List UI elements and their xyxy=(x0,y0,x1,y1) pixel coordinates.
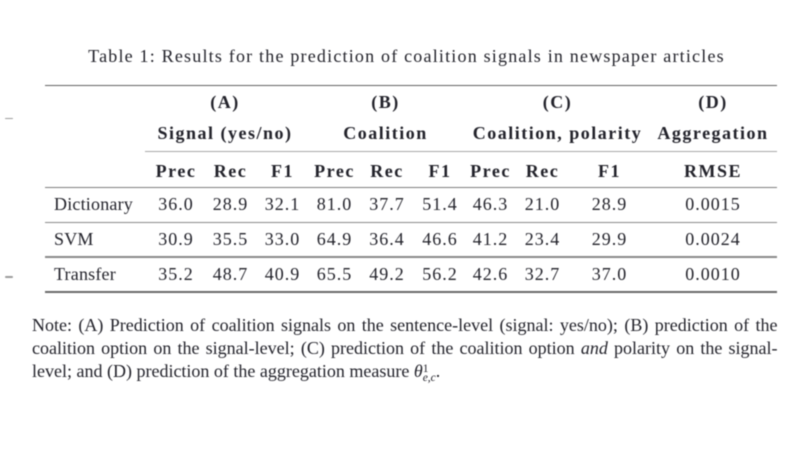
cell: 36.0 xyxy=(158,194,194,215)
group-id-b: (B) xyxy=(371,92,400,113)
cell: 33.0 xyxy=(264,229,301,250)
cell: 46.3 xyxy=(472,194,509,215)
subheader-row: Prec Rec F1 Prec Rec F1 Prec Rec F1 RMSE xyxy=(45,159,777,183)
cell: 36.4 xyxy=(369,229,405,250)
table-bottom-rule xyxy=(45,291,777,293)
corner-cell xyxy=(45,121,147,145)
cell: 30.9 xyxy=(158,229,194,250)
table-group-rule xyxy=(145,151,777,153)
note-line-3-end: . xyxy=(435,360,441,381)
col-header: Prec xyxy=(470,160,511,181)
col-header: F1 xyxy=(428,160,452,181)
group-id-c: (C) xyxy=(542,92,573,113)
cell: 0.0024 xyxy=(685,229,741,250)
cell: 23.4 xyxy=(524,229,561,250)
cell: 81.0 xyxy=(316,194,353,215)
theta-subscript: e,c xyxy=(422,372,436,385)
table-row-rule-1 xyxy=(45,221,777,223)
group-id-a: (A) xyxy=(210,92,240,113)
col-header: Rec xyxy=(213,160,248,181)
note-line-2-italic: and xyxy=(580,337,608,358)
cell: 48.7 xyxy=(212,264,249,284)
group-id-row: (A) (B) (C) (D) xyxy=(45,90,777,114)
group-id-d: (D) xyxy=(698,92,728,113)
note-line-2-post: polarity on the signal- xyxy=(614,337,778,358)
group-name-d: Aggregation xyxy=(657,122,769,143)
cell: 0.0010 xyxy=(685,264,741,284)
results-table: (A) (B) (C) (D) Signal (yes/no) Coalitio… xyxy=(45,84,777,293)
group-name-c: Coalition, polarity xyxy=(472,122,643,143)
theta-scripts: 1 e,c xyxy=(422,363,436,385)
col-header: F1 xyxy=(598,160,621,181)
cell: 28.9 xyxy=(591,194,628,215)
cell: 0.0015 xyxy=(685,194,741,215)
margin-dash-top xyxy=(5,117,13,120)
table-row: Dictionary 36.0 28.9 32.1 81.0 37.7 51.4… xyxy=(45,192,777,216)
table-top-rule xyxy=(45,84,777,87)
group-name-a: Signal (yes/no) xyxy=(157,122,293,143)
table-row: SVM 30.9 35.5 33.0 64.9 36.4 46.6 41.2 2… xyxy=(45,227,777,251)
cell: 65.5 xyxy=(316,264,353,284)
table-caption: Table 1: Results for the prediction of c… xyxy=(88,46,725,67)
note-line-3: level; and (D) prediction of the aggrega… xyxy=(32,360,778,385)
table-header-rule xyxy=(45,186,777,188)
cell: 35.5 xyxy=(212,229,249,250)
row-label: SVM xyxy=(54,229,94,250)
cell: 42.6 xyxy=(472,264,509,284)
cell: 64.9 xyxy=(316,229,353,250)
cell: 51.4 xyxy=(422,194,458,215)
note-line-2-pre: coalition option on the signal-level; (C… xyxy=(32,337,575,358)
group-name-b: Coalition xyxy=(343,122,428,143)
col-header: Prec xyxy=(314,160,355,181)
col-header: Prec xyxy=(155,160,197,181)
margin-dash-bottom xyxy=(5,276,13,278)
theta-symbol: θ xyxy=(413,360,423,381)
col-header: RMSE xyxy=(683,160,742,181)
cell: 46.6 xyxy=(422,229,458,250)
col-header: Rec xyxy=(370,160,404,181)
cell: 37.0 xyxy=(591,264,628,284)
cell: 49.2 xyxy=(369,264,405,284)
cell: 37.7 xyxy=(369,194,405,215)
cell: 40.9 xyxy=(264,264,301,284)
cell: 32.7 xyxy=(524,264,561,284)
col-header: Rec xyxy=(525,160,560,181)
cell: 41.2 xyxy=(472,229,509,250)
cell: 28.9 xyxy=(212,194,249,215)
table-row: Transfer 35.2 48.7 40.9 65.5 49.2 56.2 4… xyxy=(45,262,777,286)
table-row-rule-2 xyxy=(45,256,777,258)
note-line-3-pre: level; and (D) prediction of the aggrega… xyxy=(32,360,410,381)
cell: 56.2 xyxy=(422,264,458,284)
cell: 21.0 xyxy=(524,194,561,215)
row-label: Transfer xyxy=(54,264,116,284)
note-line-1: Note: (A) Prediction of coalition signal… xyxy=(32,315,778,335)
corner-cell xyxy=(45,90,147,114)
note-line-2: coalition option on the signal-level; (C… xyxy=(32,337,778,360)
cell: 32.1 xyxy=(264,194,301,215)
theta-superscript: 1 xyxy=(422,363,429,376)
group-name-row: Signal (yes/no) Coalition Coalition, pol… xyxy=(45,121,777,145)
cell: 35.2 xyxy=(158,264,194,284)
col-header: F1 xyxy=(271,160,294,181)
corner-cell xyxy=(45,159,147,183)
row-label: Dictionary xyxy=(54,194,133,215)
cell: 29.9 xyxy=(591,229,628,250)
